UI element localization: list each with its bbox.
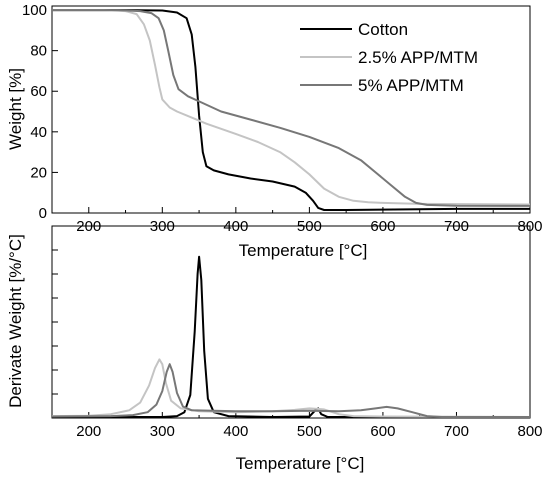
weight-panel: 200 300 400 500 600 700 800 0 20 40 60 80 100 Tempe… (6, 2, 543, 260)
weight-y-axis-title: Weight [%] (6, 68, 25, 150)
derivative-x-tick-label-300: 300 (150, 423, 175, 440)
derivative-y-ticks (52, 249, 58, 419)
legend-label-2-5-app-mtm: 2.5% APP/MTM (358, 48, 478, 67)
weight-y-ticks: 0 20 40 60 80 100 (22, 2, 58, 222)
derivative-series-cotton (52, 255, 530, 418)
derivative-x-tick-label-800: 800 (517, 423, 542, 440)
derivative-panel: 200 300 400 500 600 700 800 Temperature [°C] D… (6, 225, 543, 473)
derivative-x-tick-label-400: 400 (223, 423, 248, 440)
weight-y-tick-label-60: 60 (30, 83, 47, 100)
derivative-x-tick-label-700: 700 (444, 423, 469, 440)
derivative-x-ticks: 200 300 400 500 600 700 800 (76, 412, 543, 440)
derivative-x-axis-title: Temperature [°C] (236, 454, 365, 473)
weight-x-axis-title: Temperature [°C] (239, 241, 368, 260)
derivative-x-tick-label-500: 500 (297, 423, 322, 440)
derivative-series-5-app-mtm (51, 363, 530, 418)
weight-series-cotton (52, 9, 530, 211)
derivative-x-tick-label-200: 200 (76, 423, 101, 440)
weight-y-tick-label-40: 40 (30, 124, 47, 141)
legend: Cotton 2.5% APP/MTM 5% APP/MTM (300, 20, 478, 95)
weight-y-tick-label-20: 20 (30, 164, 47, 181)
weight-series-2-5-app-mtm (52, 9, 531, 206)
derivative-series-2-5-app-mtm (51, 358, 531, 418)
weight-y-tick-label-100: 100 (22, 2, 47, 19)
derivative-y-axis-title: Derivate Weight [%/°C] (6, 234, 25, 408)
weight-x-ticks: 200 300 400 500 600 700 800 (76, 207, 543, 235)
weight-y-tick-label-0: 0 (39, 205, 47, 222)
weight-plot-frame (51, 5, 531, 214)
legend-label-cotton: Cotton (358, 20, 408, 39)
derivative-series (51, 255, 531, 418)
weight-series (52, 9, 531, 211)
legend-label-5-app-mtm: 5% APP/MTM (358, 76, 464, 95)
weight-y-tick-label-80: 80 (30, 43, 47, 60)
derivative-x-tick-label-600: 600 (370, 423, 395, 440)
weight-series-5-app-mtm (52, 9, 531, 207)
